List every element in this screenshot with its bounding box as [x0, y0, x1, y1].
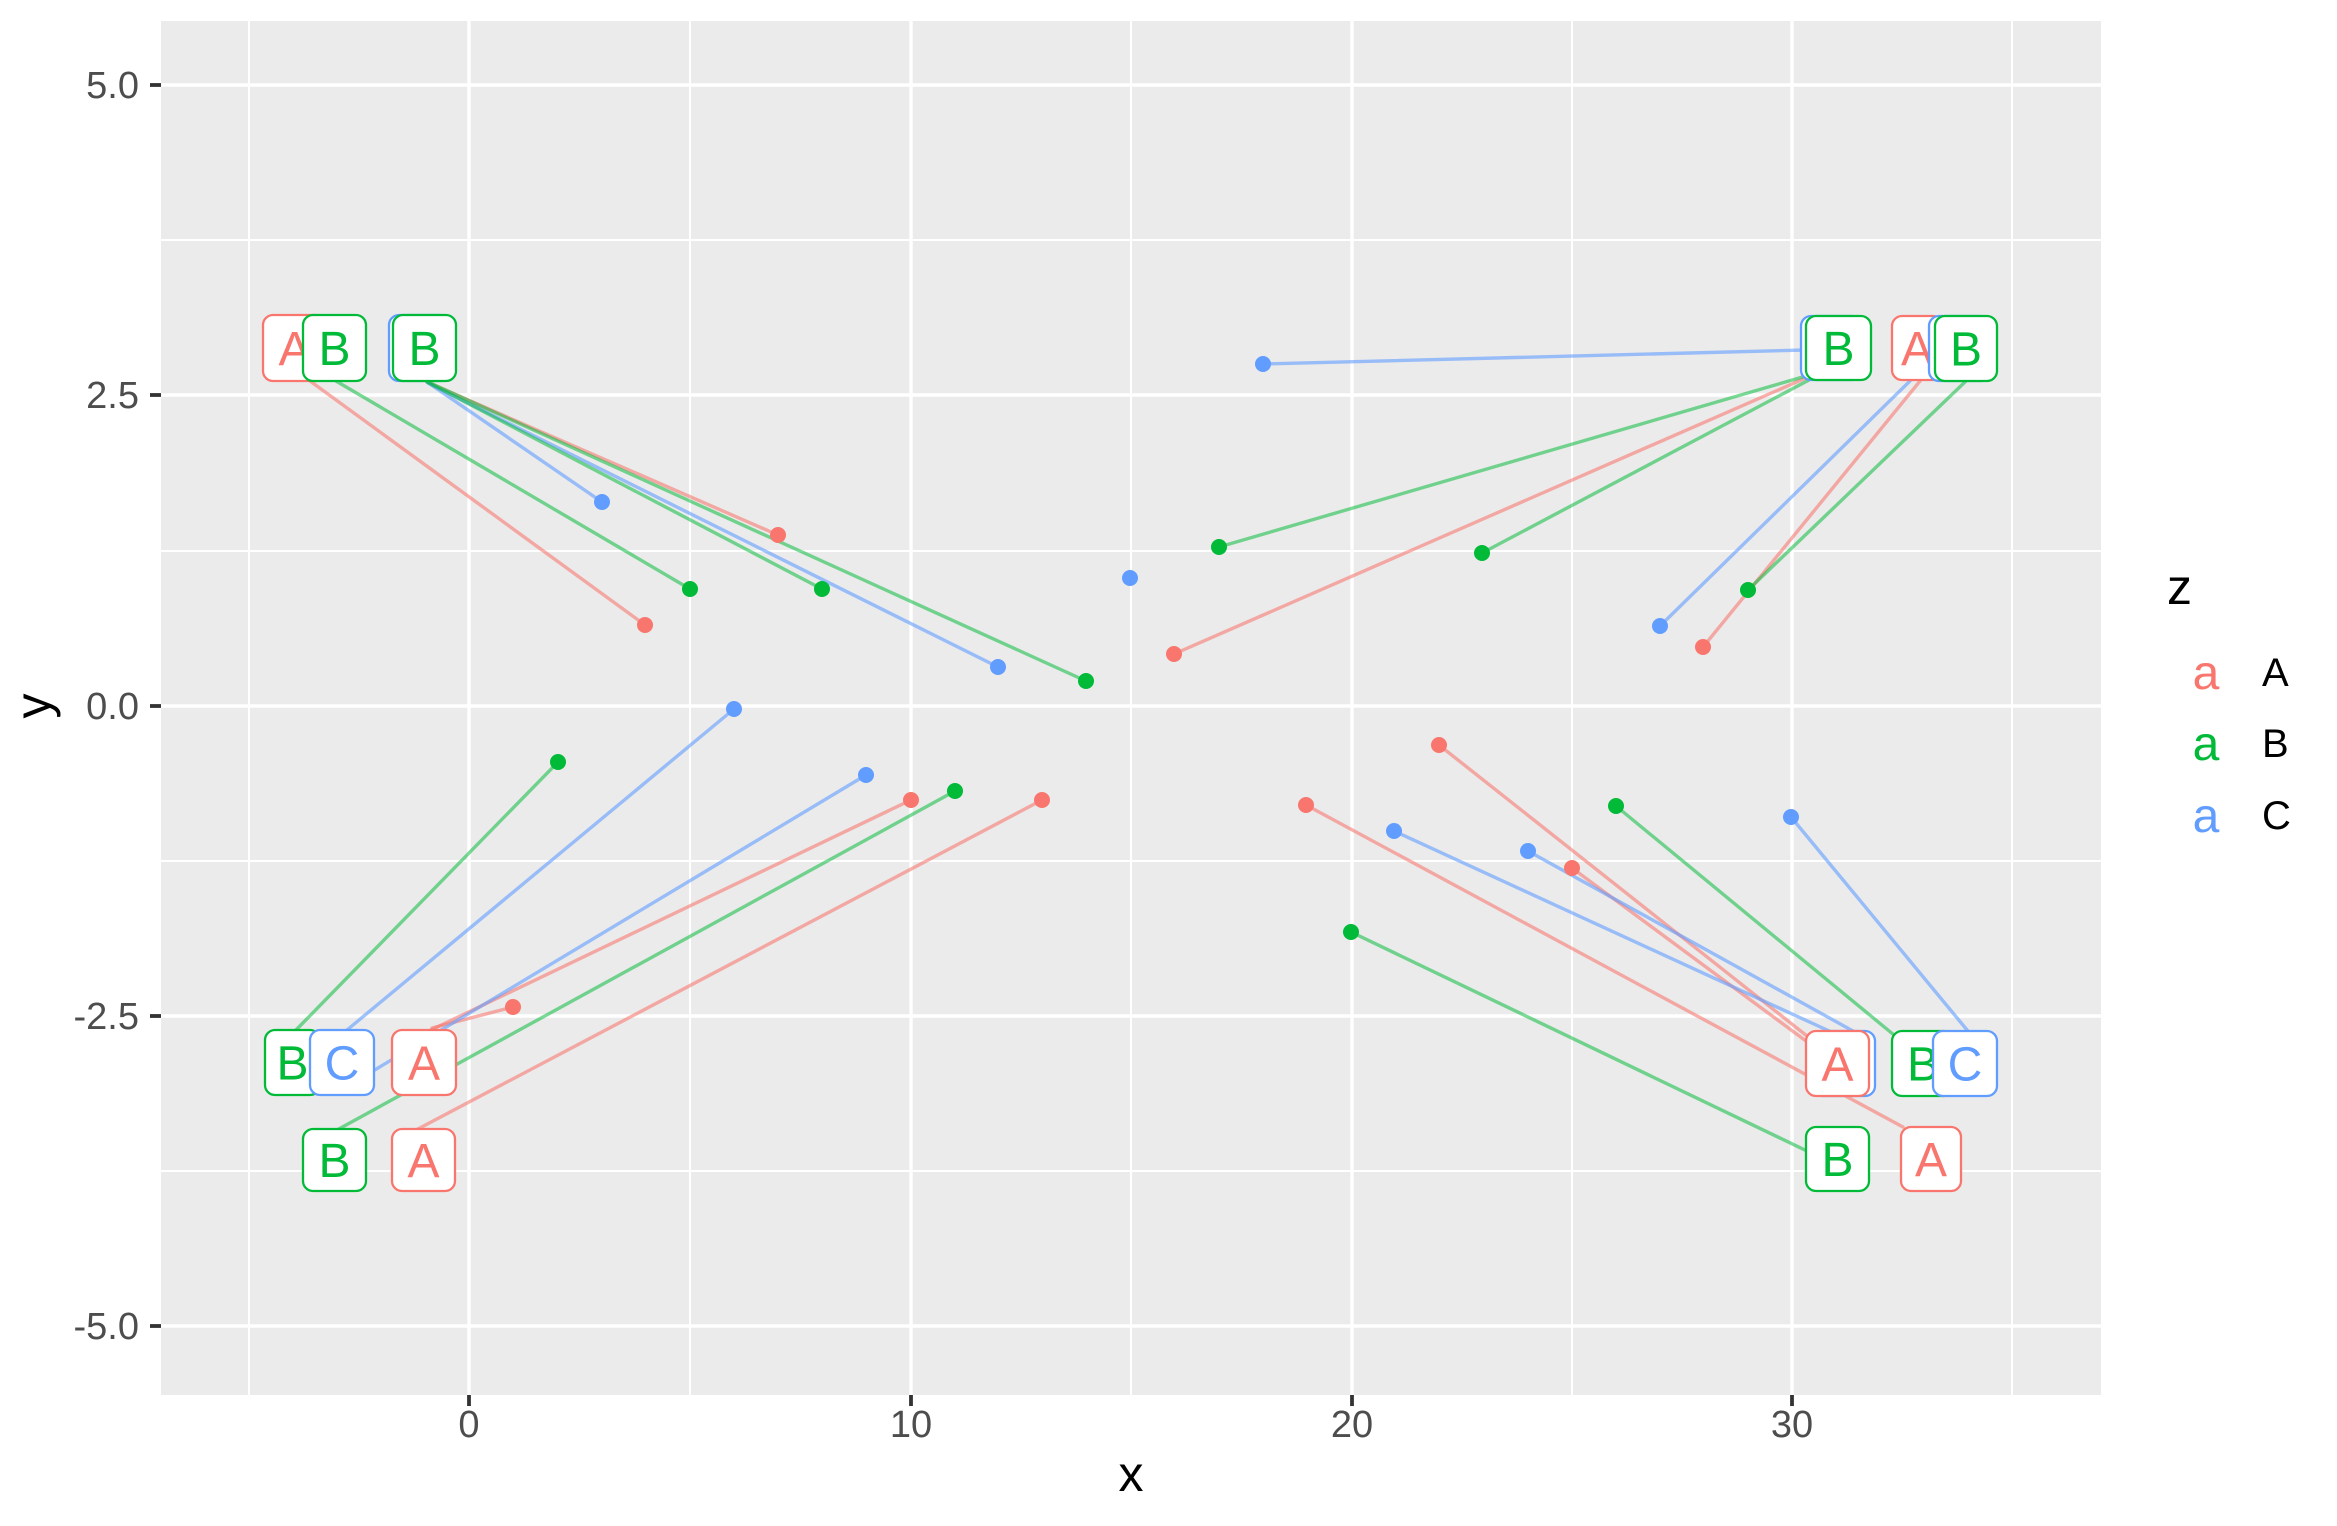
- svg-text:C: C: [325, 1038, 360, 1091]
- svg-text:B: B: [2262, 722, 2289, 766]
- svg-text:C: C: [1948, 1039, 1983, 1092]
- svg-text:A: A: [407, 1135, 439, 1188]
- svg-text:C: C: [2262, 794, 2291, 838]
- svg-text:B: B: [408, 323, 440, 376]
- svg-text:a: a: [2193, 647, 2220, 700]
- svg-text:B: B: [1821, 1134, 1853, 1187]
- svg-text:10: 10: [890, 1404, 932, 1446]
- svg-text:5.0: 5.0: [86, 65, 139, 107]
- svg-text:B: B: [1822, 323, 1854, 376]
- svg-text:y: y: [5, 694, 61, 719]
- svg-text:A: A: [1821, 1039, 1853, 1092]
- svg-text:z: z: [2167, 559, 2192, 615]
- svg-text:x: x: [1119, 1446, 1144, 1502]
- svg-text:30: 30: [1771, 1404, 1813, 1446]
- svg-text:-5.0: -5.0: [74, 1306, 139, 1348]
- svg-text:B: B: [318, 1135, 350, 1188]
- svg-text:A: A: [1901, 323, 1933, 376]
- svg-text:a: a: [2193, 718, 2220, 771]
- svg-text:A: A: [1915, 1134, 1947, 1187]
- svg-text:B: B: [318, 323, 350, 376]
- svg-text:B: B: [1950, 324, 1982, 377]
- svg-text:-2.5: -2.5: [74, 996, 139, 1038]
- svg-text:A: A: [2262, 651, 2289, 695]
- svg-text:0.0: 0.0: [86, 686, 139, 728]
- svg-text:20: 20: [1331, 1404, 1373, 1446]
- svg-text:0: 0: [458, 1404, 479, 1446]
- svg-text:A: A: [408, 1038, 440, 1091]
- svg-text:a: a: [2193, 790, 2220, 843]
- svg-text:B: B: [276, 1038, 308, 1091]
- svg-text:2.5: 2.5: [86, 375, 139, 417]
